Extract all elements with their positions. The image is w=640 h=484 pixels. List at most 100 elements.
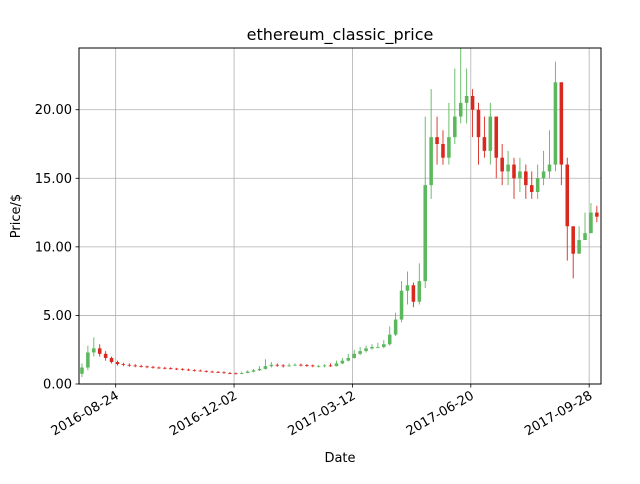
candle [97, 344, 102, 357]
candle-body [435, 137, 439, 144]
candle [281, 364, 285, 368]
candle [115, 360, 120, 366]
candle [204, 370, 209, 373]
candle-body [393, 319, 398, 335]
candle [417, 263, 422, 305]
candle [328, 363, 333, 367]
candle [387, 326, 392, 346]
candle-body [399, 290, 404, 320]
candle [192, 369, 197, 372]
candle [476, 102, 481, 165]
candle-body [535, 178, 540, 192]
candle-body [411, 285, 416, 302]
candle-body [506, 164, 510, 172]
candle [287, 363, 291, 367]
candle-body [364, 348, 368, 352]
candle-body [358, 351, 362, 354]
candle [393, 312, 398, 336]
candle-body [553, 82, 558, 165]
candle-body [512, 164, 516, 179]
candle-body [204, 370, 209, 372]
candle-body [133, 365, 137, 367]
candle-body [488, 116, 493, 151]
candle [80, 363, 84, 378]
candle-body [316, 366, 321, 367]
candle-body [482, 137, 487, 151]
candle [269, 362, 274, 368]
candle [103, 351, 108, 361]
candle [589, 202, 593, 234]
y-tick-label: 20.00 [35, 103, 72, 118]
candle [405, 271, 410, 305]
candle [210, 370, 214, 373]
candle [133, 364, 137, 368]
candle [364, 345, 368, 353]
candle-body [163, 367, 167, 369]
y-tick-label: 5.00 [43, 309, 72, 324]
candle [239, 371, 244, 375]
candle-body [198, 370, 203, 372]
candle-body [239, 373, 244, 374]
candle [458, 48, 463, 124]
candle [595, 205, 599, 223]
candle [145, 365, 149, 369]
candle-body [518, 171, 522, 179]
candle-body [115, 362, 120, 365]
candle [346, 353, 351, 362]
candle-body [228, 373, 232, 374]
candle-body [151, 366, 155, 368]
candle [535, 164, 540, 199]
candle-body [577, 240, 581, 254]
candle [559, 82, 564, 186]
candle [163, 366, 167, 370]
candle [494, 116, 499, 179]
candle [571, 226, 575, 279]
candle [234, 372, 238, 375]
candle-body [103, 353, 108, 358]
candle-body [263, 366, 268, 369]
candle [429, 89, 433, 199]
candle [441, 130, 445, 165]
candle-body [251, 370, 256, 372]
candle-body [387, 334, 392, 345]
candle-body [453, 116, 457, 138]
y-tick-label: 10.00 [35, 240, 72, 255]
candle [322, 364, 327, 368]
candle-body [287, 365, 291, 367]
candle [470, 89, 475, 138]
candle [482, 116, 487, 158]
candle-body [305, 365, 309, 366]
candle [423, 116, 427, 288]
candle-body [121, 364, 126, 365]
candle-body [524, 171, 528, 186]
candle [547, 130, 552, 179]
candle-body [186, 369, 191, 371]
candle-body [470, 96, 475, 110]
candle-body [494, 116, 499, 158]
candle-body [529, 185, 534, 192]
candle-body [417, 281, 422, 302]
y-tick-label: 0.00 [43, 378, 72, 393]
candle [139, 364, 143, 368]
candle-body [429, 137, 433, 186]
candle [464, 68, 469, 124]
candle-body [583, 233, 587, 240]
candle [447, 102, 451, 165]
candle [565, 157, 570, 261]
candle [524, 164, 528, 199]
candle-body [80, 367, 84, 374]
candle-body [299, 364, 303, 366]
candle-body [97, 348, 102, 354]
candle-body [275, 364, 280, 366]
candle [305, 364, 309, 367]
candle-body [109, 357, 114, 363]
candle-body [269, 364, 274, 367]
candle [541, 150, 546, 186]
y-axis-ticks: 0.00 5.00 10.00 15.00 20.00 [35, 103, 79, 393]
candle [382, 340, 386, 349]
candle-body [311, 365, 315, 367]
candle-body [376, 346, 380, 348]
candle-body [565, 164, 570, 227]
